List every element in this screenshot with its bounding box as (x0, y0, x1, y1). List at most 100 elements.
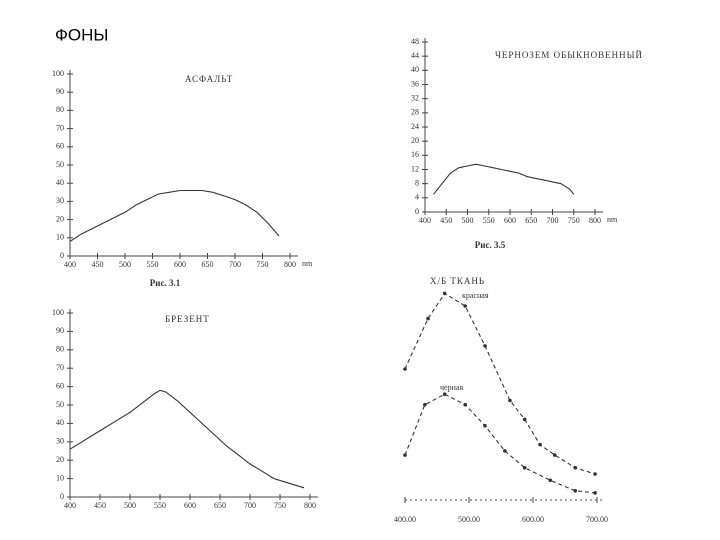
y-tick-label: 12 (411, 164, 419, 173)
y-tick-label: 70 (56, 363, 64, 372)
data-point (423, 402, 427, 407)
data-point (403, 453, 407, 457)
x-tick-label: 550 (147, 260, 159, 269)
x-tick-label: 800 (589, 216, 601, 225)
x-tick-label: 400 (419, 216, 431, 225)
data-point (503, 449, 507, 453)
x-tick-label: 600 (184, 501, 196, 510)
data-point (442, 291, 447, 296)
x-tick-label: 450 (92, 260, 104, 269)
data-line (433, 163, 575, 195)
chart-title: Х/Б ТКАНЬ (430, 276, 485, 286)
data-point (483, 423, 487, 428)
x-tick-label: 450 (440, 216, 452, 225)
data-point (552, 453, 557, 457)
data-point (593, 491, 597, 495)
x-tick-label: 750 (257, 260, 269, 269)
x-tick-label: 500 (124, 501, 136, 510)
y-tick-label: 0 (415, 207, 419, 216)
y-tick-label: 30 (56, 437, 64, 446)
data-point (522, 465, 527, 470)
data-point (548, 478, 553, 483)
y-tick-label: 90 (56, 326, 64, 335)
x-tick-label: 650 (525, 216, 537, 225)
y-tick-label: 4 (415, 193, 419, 202)
y-tick-label: 100 (52, 308, 64, 317)
y-tick-label: 50 (56, 400, 64, 409)
data-point (593, 472, 597, 476)
x-tick-label: 550 (154, 501, 166, 510)
x-tick-label: 700 (229, 260, 241, 269)
slide-title: ФОНЫ (55, 25, 108, 44)
x-axis-label: nm (607, 215, 618, 224)
y-tick-label: 8 (415, 178, 419, 187)
y-tick-label: 36 (411, 79, 419, 88)
series-label: красная (462, 291, 489, 300)
data-line (69, 189, 280, 242)
x-tick-label: 500.00 (458, 515, 480, 524)
data-point (426, 316, 430, 321)
y-tick-label: 90 (56, 87, 64, 96)
series-label: черная (440, 383, 463, 392)
x-tick-label: 600.00 (522, 515, 544, 524)
data-line (69, 389, 305, 489)
data-point (573, 465, 578, 470)
y-tick-label: 60 (56, 381, 64, 390)
x-tick-label: 400 (64, 501, 76, 510)
y-tick-label: 40 (56, 418, 64, 427)
data-point (573, 489, 578, 493)
x-tick-label: 600 (504, 216, 516, 225)
x-axis-label: nm (302, 259, 313, 268)
data-line (404, 393, 596, 494)
x-tick-label: 500 (119, 260, 131, 269)
x-tick-label: 800 (304, 501, 316, 510)
chart-title: БРЕЗЕНТ (165, 314, 210, 324)
y-tick-label: 30 (56, 196, 64, 205)
y-tick-label: 10 (56, 233, 64, 242)
y-tick-label: 0 (60, 251, 64, 260)
y-tick-label: 40 (56, 178, 64, 187)
x-tick-label: 400 (64, 260, 76, 269)
data-line (404, 292, 596, 475)
data-point (538, 442, 542, 447)
x-tick-label: 550 (483, 216, 495, 225)
y-tick-label: 28 (411, 108, 419, 117)
data-point (522, 417, 527, 422)
data-point (463, 402, 467, 407)
x-tick-label: 500 (462, 216, 474, 225)
x-tick-label: 700 (244, 501, 256, 510)
y-tick-label: 80 (56, 105, 64, 114)
data-point (483, 344, 487, 348)
y-tick-label: 70 (56, 123, 64, 132)
y-tick-label: 32 (411, 93, 419, 102)
y-tick-label: 100 (52, 69, 64, 78)
chart-title: АСФАЛЬТ (185, 74, 233, 84)
x-tick-label: 650 (202, 260, 214, 269)
y-tick-label: 48 (411, 37, 419, 46)
y-tick-label: 20 (411, 136, 419, 145)
y-tick-label: 44 (411, 51, 419, 60)
y-tick-label: 80 (56, 345, 64, 354)
chart-title: ЧЕРНОЗЕМ ОБЫКНОВЕННЫЙ (495, 50, 643, 60)
x-tick-label: 800 (284, 260, 296, 269)
data-point (463, 304, 467, 308)
data-point (442, 392, 447, 397)
y-tick-label: 10 (56, 473, 64, 482)
x-tick-label: 400.00 (394, 515, 416, 524)
data-point (508, 398, 512, 403)
y-tick-label: 40 (411, 65, 419, 74)
y-tick-label: 50 (56, 160, 64, 169)
y-tick-label: 0 (60, 492, 64, 501)
y-tick-label: 16 (411, 150, 419, 159)
data-point (403, 367, 407, 371)
x-tick-label: 700.00 (586, 515, 608, 524)
chart-caption: Рис. 3.5 (475, 240, 506, 250)
x-tick-label: 750 (568, 216, 580, 225)
x-tick-label: 450 (94, 501, 106, 510)
y-tick-label: 20 (56, 455, 64, 464)
x-tick-label: 600 (174, 260, 186, 269)
chart-caption: Рис. 3.1 (150, 278, 181, 288)
x-tick-label: 650 (214, 501, 226, 510)
y-tick-label: 20 (56, 214, 64, 223)
